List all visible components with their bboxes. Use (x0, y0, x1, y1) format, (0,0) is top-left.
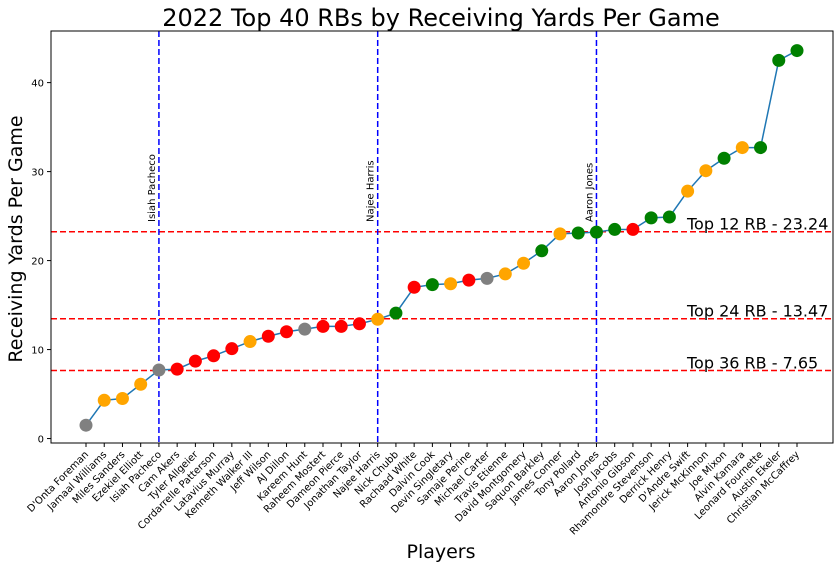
data-point-2 (115, 392, 129, 406)
y-tick-label-2: 20 (31, 257, 44, 268)
y-tick-label-1: 10 (31, 346, 44, 357)
chart-title: 2022 Top 40 RBs by Receiving Yards Per G… (162, 4, 719, 32)
data-point-6 (188, 354, 202, 368)
hline-label-0: Top 12 RB - 23.24 (686, 215, 828, 234)
data-point-7 (207, 349, 221, 363)
data-point-4 (152, 363, 166, 377)
data-point-28 (589, 225, 603, 239)
data-point-1 (97, 393, 111, 407)
data-point-27 (571, 226, 585, 240)
data-point-31 (644, 211, 658, 225)
data-point-21 (462, 273, 476, 287)
series-line (85, 49, 798, 426)
data-point-37 (754, 141, 768, 155)
data-point-3 (134, 377, 148, 391)
hline-label-2: Top 36 RB - 7.65 (686, 353, 818, 372)
data-point-11 (280, 325, 294, 339)
plot-frame (50, 30, 834, 444)
data-point-32 (662, 210, 676, 224)
y-tick-label-4: 40 (31, 79, 44, 90)
data-point-36 (735, 141, 749, 155)
data-point-38 (772, 53, 786, 67)
vline-label-0: Isiah Pacheco (147, 154, 158, 222)
y-axis-ticks: 0 10 20 30 40 (31, 79, 51, 446)
reference-lines: Top 12 RB - 23.24 Top 24 RB - 13.47 Top 36… (51, 31, 833, 443)
data-point-10 (261, 329, 275, 343)
data-point-15 (352, 317, 366, 331)
y-tick-label-0: 0 (38, 435, 44, 446)
data-point-19 (425, 278, 439, 292)
data-point-24 (517, 256, 531, 270)
data-point-29 (608, 222, 622, 236)
data-point-14 (334, 319, 348, 333)
data-point-26 (553, 227, 567, 241)
data-point-30 (626, 222, 640, 236)
data-point-5 (170, 362, 184, 376)
data-point-39 (790, 44, 804, 58)
hline-label-1: Top 24 RB - 13.47 (686, 302, 828, 321)
y-axis-label: Receiving Yards Per Game (5, 115, 27, 362)
data-point-25 (535, 244, 549, 258)
data-point-33 (681, 184, 695, 198)
data-point-23 (498, 267, 512, 281)
data-point-9 (243, 335, 257, 349)
data-point-12 (298, 322, 312, 336)
data-point-34 (699, 164, 713, 178)
data-line (85, 49, 798, 426)
vline-label-1: Najee Harris (366, 160, 377, 222)
data-point-18 (407, 280, 421, 294)
data-point-20 (444, 277, 458, 291)
vline-label-2: Aaron Jones (584, 163, 595, 222)
x-axis-label: Players (406, 541, 475, 563)
data-point-13 (316, 319, 330, 333)
y-tick-label-3: 30 (31, 168, 44, 179)
data-point-16 (371, 312, 385, 326)
data-point-22 (480, 271, 494, 285)
data-point-35 (717, 151, 731, 165)
data-point-17 (389, 306, 403, 320)
data-point-8 (225, 342, 239, 356)
data-point-0 (79, 418, 93, 432)
data-points (79, 44, 804, 432)
